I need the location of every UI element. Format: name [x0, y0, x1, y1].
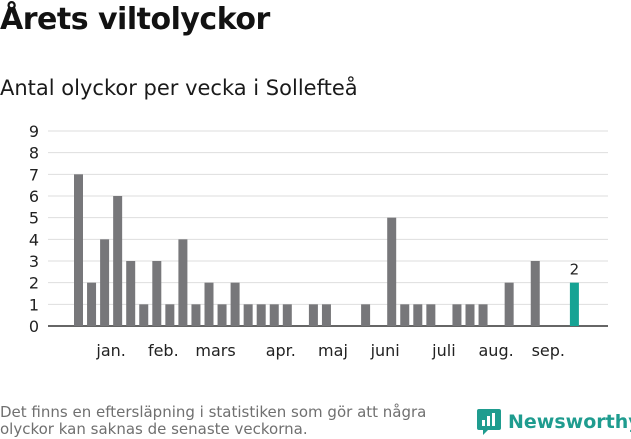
bar	[243, 304, 253, 326]
bar	[465, 304, 475, 326]
bar-highlight	[569, 282, 579, 326]
bar	[256, 304, 266, 326]
x-tick-label: juni	[370, 341, 400, 360]
grid-lines	[48, 130, 608, 327]
bar	[165, 304, 175, 326]
y-tick-label: 2	[29, 274, 39, 293]
x-tick-label: jan.	[95, 341, 125, 360]
bar	[321, 304, 331, 326]
bar	[478, 304, 488, 326]
bar	[152, 261, 162, 326]
bar-chart: 0 1 2 3 4 5 6 7 8 9 2 jan. feb. mars apr. maj juni juli…	[29, 122, 608, 360]
bar	[452, 304, 462, 326]
bar	[113, 196, 123, 326]
bar	[126, 261, 136, 326]
bar	[308, 304, 318, 326]
brand-logo: Newsworthy	[476, 408, 631, 436]
y-axis-ticks: 0 1 2 3 4 5 6 7 8 9	[29, 122, 39, 336]
y-tick-label: 1	[29, 295, 39, 314]
bar	[178, 239, 188, 326]
y-tick-label: 0	[29, 317, 39, 336]
bar	[361, 304, 371, 326]
bar	[139, 304, 149, 326]
bars	[74, 174, 579, 326]
brand-name: Newsworthy	[508, 411, 631, 433]
x-tick-label: maj	[318, 341, 348, 360]
x-tick-label: feb.	[148, 341, 179, 360]
newsworthy-logo-icon	[477, 409, 501, 435]
bar	[87, 282, 97, 326]
bar	[74, 174, 83, 326]
bar	[400, 304, 410, 326]
page-title: Årets viltolyckor	[0, 2, 270, 37]
y-tick-label: 9	[29, 122, 39, 141]
x-tick-label: apr.	[266, 341, 296, 360]
bar	[100, 239, 110, 326]
y-tick-label: 8	[29, 144, 39, 163]
bar-data-label: 2	[570, 261, 580, 279]
data-labels: 2	[570, 261, 580, 279]
bar	[504, 282, 514, 326]
bar	[426, 304, 436, 326]
y-tick-label: 4	[29, 230, 39, 249]
y-tick-label: 3	[29, 252, 39, 271]
bar	[413, 304, 423, 326]
footnote: Det finns en eftersläpning i statistiken…	[0, 403, 427, 438]
y-tick-label: 5	[29, 209, 39, 228]
bar	[217, 304, 227, 326]
y-tick-label: 7	[29, 165, 39, 184]
chart-subtitle: Antal olyckor per vecka i Sollefteå	[0, 76, 358, 100]
x-axis-month-labels: jan. feb. mars apr. maj juni juli aug. sep.	[95, 341, 565, 360]
y-tick-label: 6	[29, 187, 39, 206]
x-tick-label: juli	[431, 341, 455, 360]
x-tick-label: sep.	[532, 341, 565, 360]
bar	[204, 282, 214, 326]
bar	[282, 304, 292, 326]
x-tick-label: mars	[195, 341, 235, 360]
x-tick-label: aug.	[479, 341, 514, 360]
bar	[387, 217, 397, 326]
bar	[230, 282, 240, 326]
bar	[530, 261, 540, 326]
bar	[191, 304, 201, 326]
bar	[269, 304, 279, 326]
